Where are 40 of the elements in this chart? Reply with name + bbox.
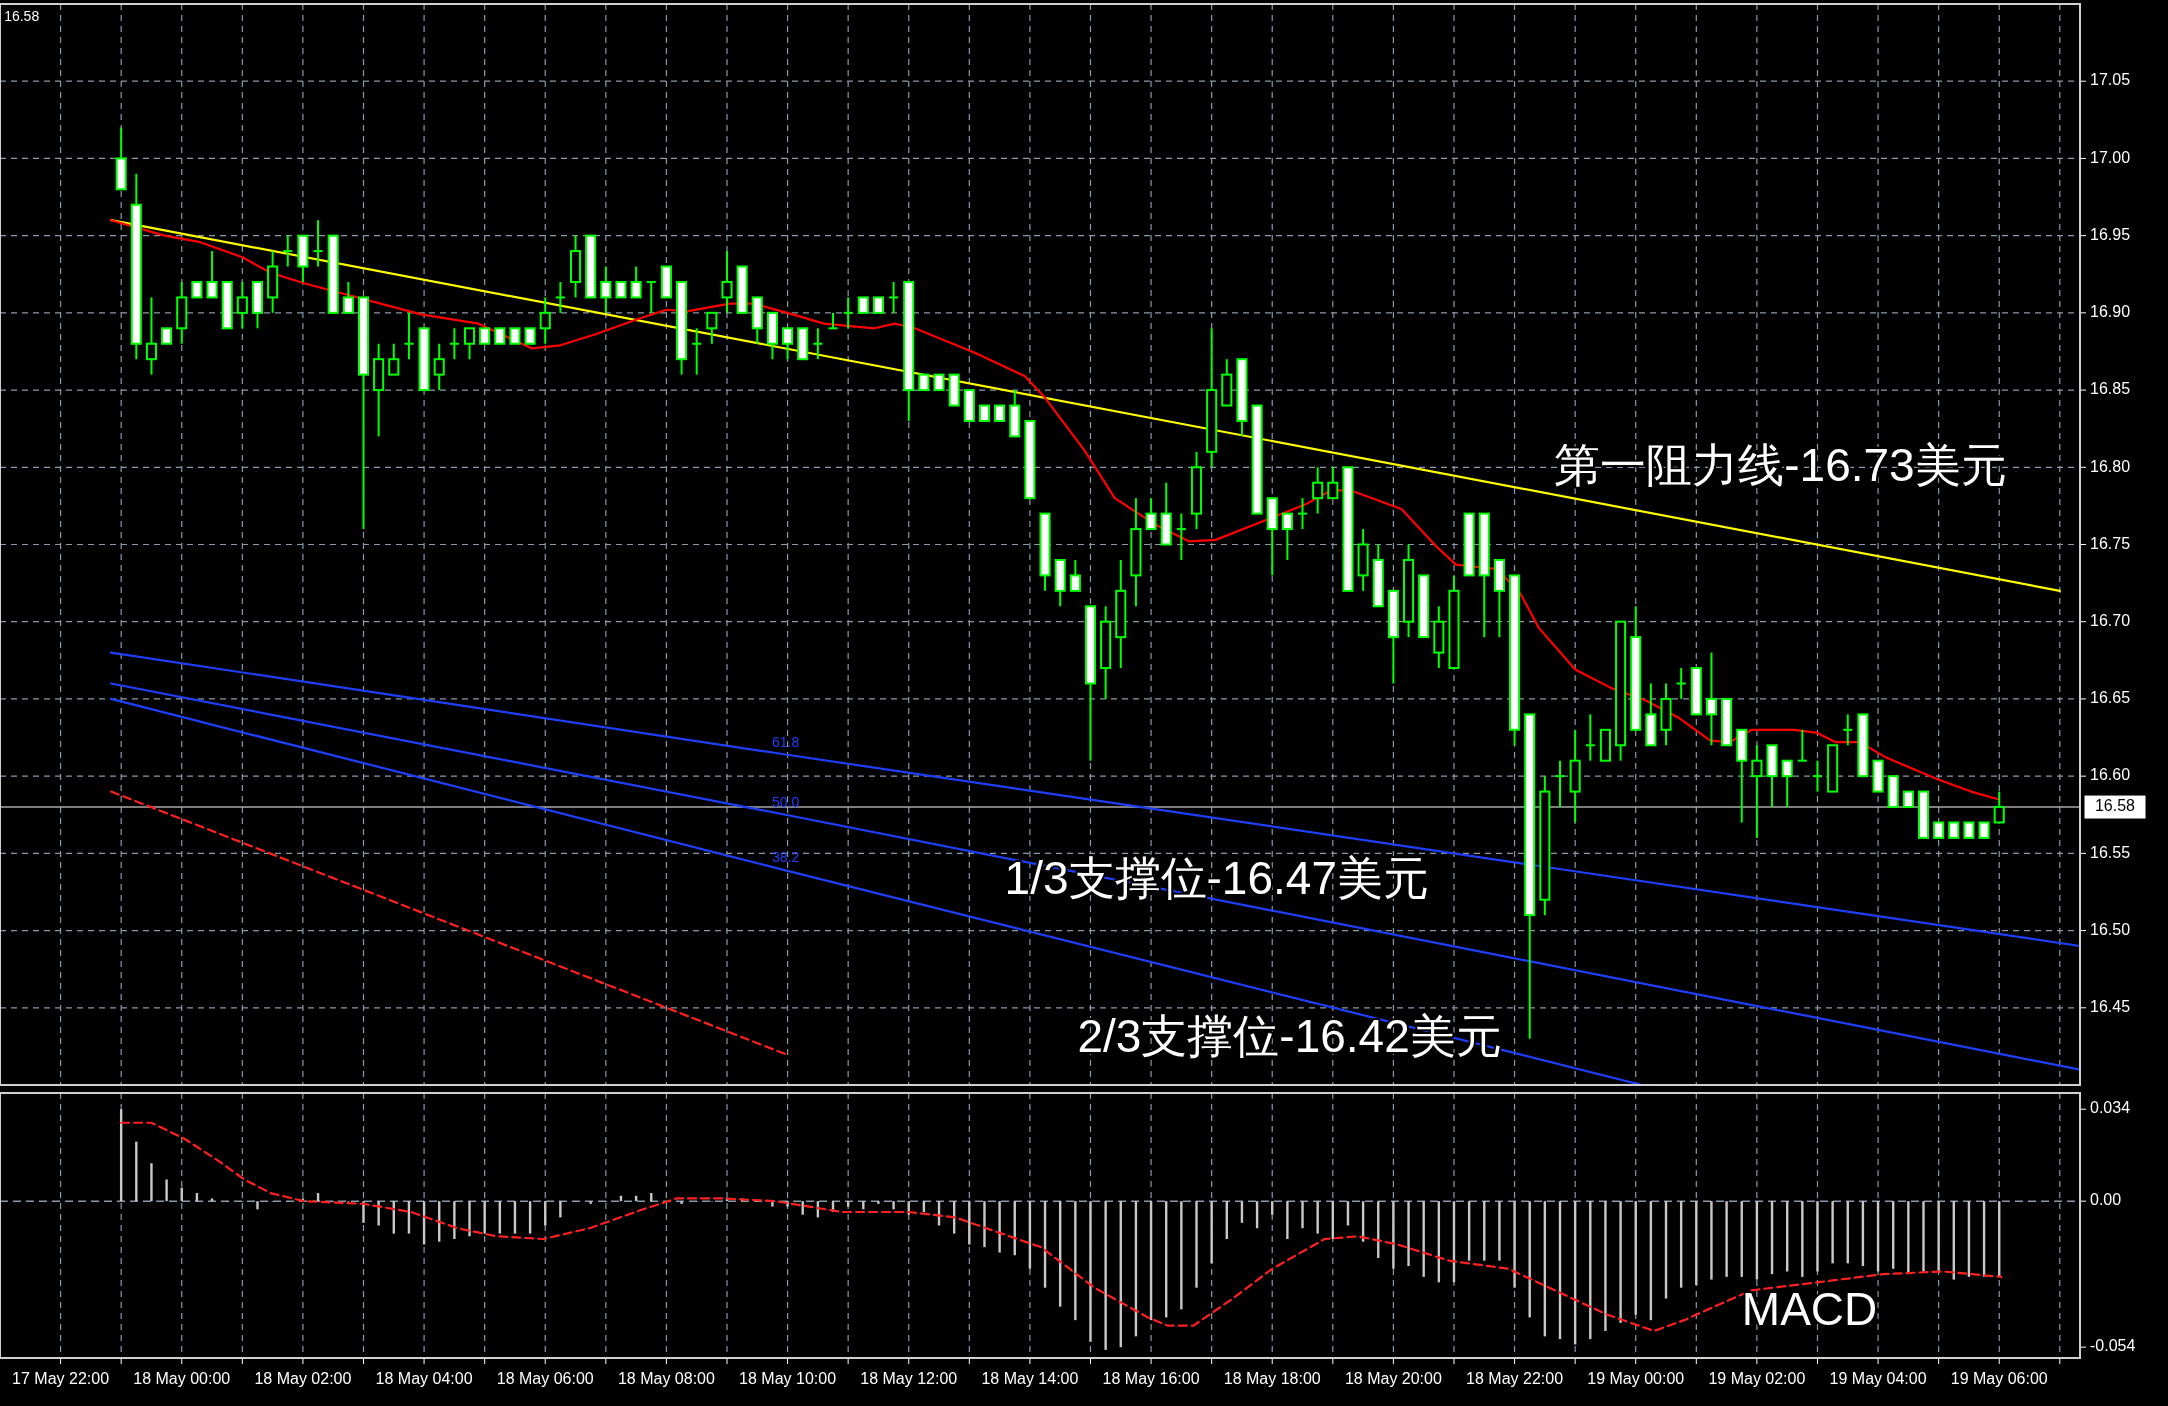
y-tick-label: -0.054 <box>2090 1337 2136 1355</box>
x-tick-label: 19 May 06:00 <box>1950 1370 2048 1387</box>
y-tick-label: 16.80 <box>2090 457 2131 475</box>
x-tick-label: 18 May 16:00 <box>1102 1370 1200 1387</box>
series-label: 50.0 <box>771 793 800 810</box>
x-tick-label: 19 May 04:00 <box>1829 1370 1927 1387</box>
y-tick-label: 16.65 <box>2090 689 2131 707</box>
x-tick-label: 18 May 04:00 <box>375 1370 473 1387</box>
x-tick-label: 17 May 22:00 <box>12 1370 110 1387</box>
y-tick-label: 16.55 <box>2090 843 2131 861</box>
y-tick-label: 16.60 <box>2090 766 2131 784</box>
annotation: 第一阻力线-16.73美元 <box>1554 438 2007 491</box>
ref-line-label: 16.58 <box>2094 797 2136 815</box>
series-label: 61.8 <box>771 733 800 750</box>
y-tick-label: 0.034 <box>2090 1099 2131 1117</box>
annotation: MACD <box>1741 1283 1878 1336</box>
series-label: 38.2 <box>771 849 800 866</box>
y-tick-label: 16.85 <box>2090 380 2131 398</box>
y-tick-label: 16.45 <box>2090 998 2131 1016</box>
x-tick-label: 19 May 00:00 <box>1587 1370 1685 1387</box>
y-tick-label: 17.00 <box>2090 148 2131 166</box>
y-tick-label: 16.50 <box>2090 920 2131 938</box>
x-tick-label: 18 May 12:00 <box>860 1370 958 1387</box>
x-tick-label: 18 May 14:00 <box>981 1370 1079 1387</box>
y-tick-label: 17.05 <box>2090 71 2131 89</box>
annotation: 16.58 <box>4 7 40 24</box>
y-tick-label: 0.00 <box>2090 1191 2122 1209</box>
x-tick-label: 18 May 10:00 <box>739 1370 837 1387</box>
y-tick-label: 16.70 <box>2090 611 2131 629</box>
x-tick-label: 18 May 22:00 <box>1466 1370 1564 1387</box>
x-tick-label: 19 May 02:00 <box>1708 1370 1806 1387</box>
x-tick-label: 18 May 00:00 <box>133 1370 231 1387</box>
x-tick-label: 18 May 20:00 <box>1344 1370 1442 1387</box>
x-tick-label: 18 May 08:00 <box>617 1370 715 1387</box>
y-tick-label: 16.90 <box>2090 303 2131 321</box>
x-tick-label: 18 May 18:00 <box>1223 1370 1321 1387</box>
x-tick-label: 18 May 06:00 <box>496 1370 594 1387</box>
x-tick-label: 18 May 02:00 <box>254 1370 352 1387</box>
y-tick-label: 16.75 <box>2090 534 2131 552</box>
y-tick-label: 16.95 <box>2090 225 2131 243</box>
